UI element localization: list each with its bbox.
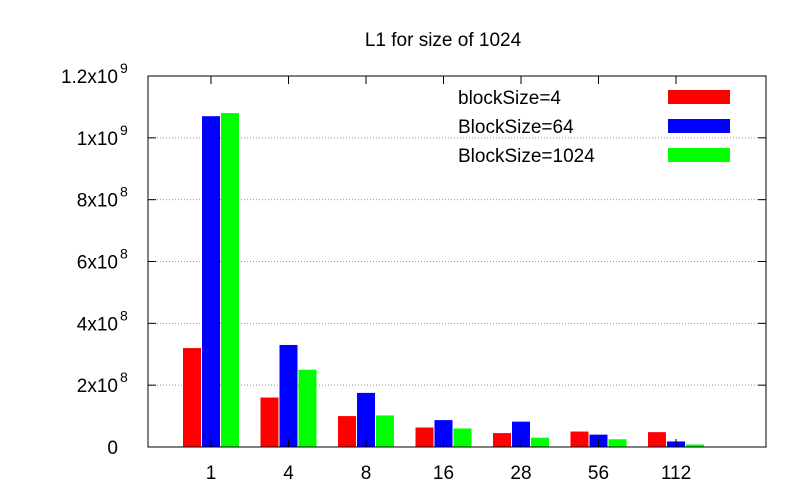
y-tick-exponent: 8 — [120, 369, 128, 385]
y-tick-exponent: 8 — [120, 307, 128, 323]
y-tick-exponent: 9 — [120, 122, 128, 138]
y-tick-label: 6x10 — [77, 253, 118, 274]
x-tick-label: 4 — [283, 463, 294, 484]
bar — [512, 421, 530, 447]
legend: blockSize=4 BlockSize=64 BlockSize=1024 — [458, 88, 730, 167]
y-tick-label: 0 — [107, 438, 118, 459]
legend-swatch — [668, 148, 730, 162]
bar — [531, 437, 549, 447]
legend-label: BlockSize=1024 — [458, 146, 595, 167]
y-tick-exponent: 9 — [120, 60, 128, 76]
bar — [338, 416, 356, 447]
x-tick-label: 28 — [510, 463, 531, 484]
x-tick-label: 112 — [661, 463, 691, 484]
legend-label: blockSize=4 — [458, 88, 561, 109]
y-tick-exponent: 8 — [120, 246, 128, 262]
bar — [493, 433, 511, 447]
y-tick-label: 1x10 — [77, 129, 118, 150]
gridlines — [148, 137, 766, 386]
bar — [686, 444, 704, 447]
x-axis-ticks: 1 4 8 16 28 56 112 — [206, 76, 691, 484]
x-tick-label: 1 — [206, 463, 217, 484]
x-tick-label: 16 — [433, 463, 454, 484]
x-tick-label: 8 — [361, 463, 372, 484]
bar — [648, 432, 666, 447]
x-tick-label: 56 — [588, 463, 609, 484]
bar — [298, 369, 317, 447]
bar — [183, 348, 201, 447]
y-tick-exponent: 8 — [120, 184, 128, 200]
bar — [453, 428, 472, 447]
bar — [357, 392, 375, 447]
legend-swatch — [668, 90, 730, 104]
bar — [608, 439, 627, 447]
bars — [183, 113, 704, 448]
chart-title: L1 for size of 1024 — [365, 30, 522, 51]
bar — [260, 397, 279, 447]
y-tick-label: 4x10 — [77, 314, 118, 335]
legend-swatch — [668, 119, 730, 133]
legend-label: BlockSize=64 — [458, 117, 574, 138]
y-tick-label: 1.2x10 — [61, 67, 118, 88]
bar — [376, 415, 394, 447]
bar — [570, 431, 589, 447]
bar — [221, 113, 239, 447]
bar — [202, 116, 220, 448]
bar — [415, 427, 434, 447]
y-tick-label: 8x10 — [77, 191, 118, 212]
y-tick-label: 2x10 — [77, 376, 118, 397]
bar — [279, 344, 298, 447]
bar — [434, 420, 453, 447]
